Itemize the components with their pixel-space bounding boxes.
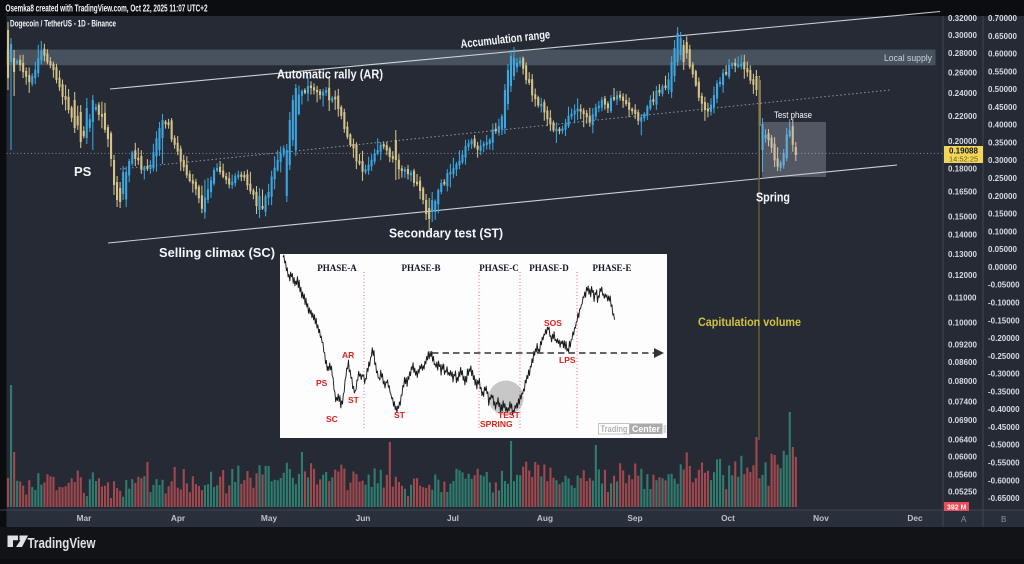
- svg-text:PHASE-D: PHASE-D: [529, 263, 569, 273]
- svg-text:Selling climax (SC): Selling climax (SC): [159, 245, 275, 260]
- svg-text:0.06000: 0.06000: [948, 452, 977, 461]
- svg-text:Secondary test (ST): Secondary test (ST): [389, 226, 503, 241]
- svg-text:Oct: Oct: [721, 513, 735, 523]
- svg-text:Local supply: Local supply: [884, 53, 932, 64]
- svg-text:0.08600: 0.08600: [948, 358, 977, 367]
- svg-text:-0.25000: -0.25000: [988, 352, 1020, 361]
- svg-text:Spring: Spring: [756, 190, 790, 205]
- svg-text:0.24000: 0.24000: [948, 89, 977, 98]
- svg-text:0.70000: 0.70000: [988, 14, 1017, 23]
- svg-text:0.20000: 0.20000: [948, 137, 977, 146]
- svg-text:PHASE-A: PHASE-A: [317, 263, 357, 273]
- svg-text:TEST: TEST: [498, 410, 521, 420]
- svg-text:0.55000: 0.55000: [988, 67, 1017, 76]
- svg-text:-0.55000: -0.55000: [988, 459, 1020, 468]
- svg-text:0.22000: 0.22000: [948, 112, 977, 121]
- svg-text:0.25000: 0.25000: [988, 174, 1017, 183]
- svg-text:392 M: 392 M: [947, 505, 967, 512]
- svg-text:0.60000: 0.60000: [988, 50, 1017, 59]
- svg-text:Dec: Dec: [907, 513, 923, 523]
- svg-text:-0.60000: -0.60000: [988, 476, 1020, 485]
- svg-text:-0.05000: -0.05000: [988, 281, 1020, 290]
- svg-text:0.08000: 0.08000: [948, 377, 977, 386]
- svg-text:-0.35000: -0.35000: [988, 387, 1020, 396]
- svg-text:-0.40000: -0.40000: [988, 405, 1020, 414]
- svg-text:0.30000: 0.30000: [988, 156, 1017, 165]
- svg-text:AR: AR: [342, 350, 354, 360]
- svg-text:SOS: SOS: [544, 318, 562, 328]
- svg-text:0.07400: 0.07400: [948, 398, 977, 407]
- svg-text:TradingView: TradingView: [28, 535, 96, 552]
- svg-text:Mar: Mar: [77, 513, 93, 523]
- svg-text:0.13000: 0.13000: [948, 250, 977, 259]
- svg-text:PHASE-B: PHASE-B: [401, 263, 440, 273]
- svg-text:Automatic rally (AR): Automatic rally (AR): [277, 67, 383, 82]
- svg-text:0.05250: 0.05250: [948, 487, 977, 496]
- svg-text:Apr: Apr: [171, 513, 186, 523]
- svg-text:May: May: [261, 513, 278, 523]
- svg-text:0.35000: 0.35000: [988, 139, 1017, 148]
- svg-text:-0.15000: -0.15000: [988, 316, 1020, 325]
- svg-text:0.10000: 0.10000: [988, 227, 1017, 236]
- svg-text:0.40000: 0.40000: [988, 121, 1017, 130]
- svg-text:0.65000: 0.65000: [988, 32, 1017, 41]
- svg-text:0.50000: 0.50000: [988, 85, 1017, 94]
- svg-text:0.11000: 0.11000: [948, 294, 977, 303]
- svg-text:0.00000: 0.00000: [988, 263, 1017, 272]
- svg-text:0.12000: 0.12000: [948, 271, 977, 280]
- svg-text:0.06900: 0.06900: [948, 416, 977, 425]
- svg-text:PS: PS: [316, 378, 328, 388]
- svg-text:-0.65000: -0.65000: [988, 494, 1020, 503]
- svg-text:PHASE-E: PHASE-E: [592, 263, 631, 273]
- svg-text:-0.10000: -0.10000: [988, 299, 1020, 308]
- svg-text:0.09200: 0.09200: [948, 341, 977, 350]
- svg-text:0.10000: 0.10000: [948, 319, 977, 328]
- svg-text:-0.45000: -0.45000: [988, 423, 1020, 432]
- svg-text:ST: ST: [348, 395, 360, 405]
- svg-text:Capitulation volume: Capitulation volume: [698, 315, 801, 329]
- svg-text:A: A: [961, 515, 967, 524]
- svg-text:0.16500: 0.16500: [948, 187, 977, 196]
- svg-text:0.28000: 0.28000: [948, 49, 977, 58]
- svg-text:0.26000: 0.26000: [948, 68, 977, 77]
- svg-text:Nov: Nov: [813, 513, 829, 523]
- svg-text:Jul: Jul: [447, 513, 459, 523]
- svg-text:Trading: Trading: [601, 424, 628, 434]
- svg-text:SC: SC: [326, 414, 338, 424]
- svg-text:0.05600: 0.05600: [948, 471, 977, 480]
- svg-text:ST: ST: [394, 410, 406, 420]
- svg-text:0.45000: 0.45000: [988, 103, 1017, 112]
- svg-text:Sep: Sep: [627, 513, 642, 523]
- svg-text:0.20000: 0.20000: [988, 192, 1017, 201]
- svg-text:SPRING: SPRING: [480, 419, 513, 429]
- svg-text:Osemka8 created with TradingVi: Osemka8 created with TradingView.com, Oc…: [6, 4, 208, 15]
- svg-text:0.14000: 0.14000: [948, 230, 977, 239]
- svg-text:Test phase: Test phase: [774, 110, 812, 120]
- svg-text:Dogecoin / TetherUS - 1D - Bin: Dogecoin / TetherUS - 1D - Binance: [10, 19, 116, 29]
- svg-text:Aug: Aug: [537, 513, 553, 523]
- svg-text:0.15000: 0.15000: [988, 210, 1017, 219]
- svg-text:PS: PS: [74, 164, 92, 179]
- svg-text:-0.50000: -0.50000: [988, 441, 1020, 450]
- svg-text:0.06400: 0.06400: [948, 436, 977, 445]
- svg-text:0.15000: 0.15000: [948, 212, 977, 221]
- svg-text:0.32000: 0.32000: [948, 14, 977, 23]
- svg-text:0.18000: 0.18000: [948, 165, 977, 174]
- svg-text:PHASE-C: PHASE-C: [479, 263, 519, 273]
- svg-text:14:52:25: 14:52:25: [949, 155, 978, 164]
- svg-text:B: B: [1001, 515, 1006, 524]
- svg-text:0.30000: 0.30000: [948, 31, 977, 40]
- svg-text:Jun: Jun: [356, 513, 371, 523]
- svg-text:0.05000: 0.05000: [988, 245, 1017, 254]
- svg-text:-0.30000: -0.30000: [988, 370, 1020, 379]
- svg-text:-0.20000: -0.20000: [988, 334, 1020, 343]
- svg-text:LPS: LPS: [559, 355, 576, 365]
- svg-text:Center: Center: [632, 424, 660, 434]
